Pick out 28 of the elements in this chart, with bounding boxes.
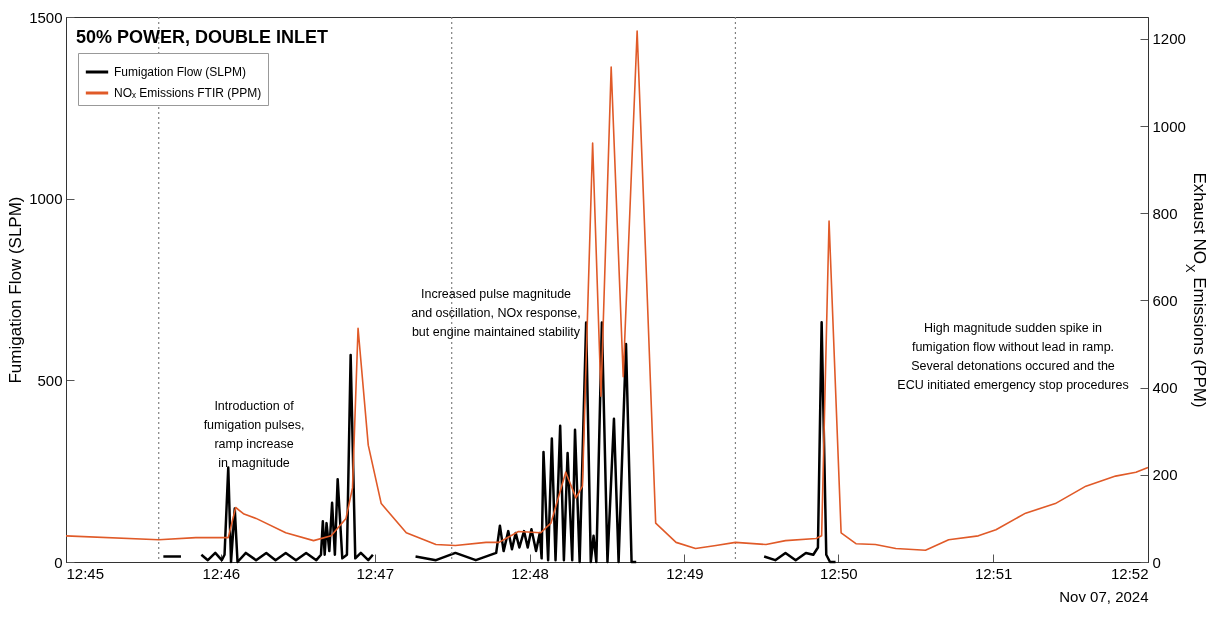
- y2-tick-label: 800: [1152, 204, 1178, 222]
- y2-tick-label: 1200: [1152, 30, 1186, 48]
- line-series: [65, 30, 1149, 552]
- x-tick-label: 12:52: [1110, 564, 1149, 582]
- y-tick-label: 1000: [29, 190, 63, 208]
- annotation: Introduction of fumigation pulses, ramp increase in magnitude: [203, 399, 305, 470]
- y-tick-label: 1500: [29, 8, 63, 26]
- annotation: High magnitude sudden spike in fumigation flow without lead in ramp. Several detonations occured and the ECU initiated emergency stop procedures: [897, 321, 1129, 392]
- annotation: Increased pulse magnitude and oscillation, NOx response, but engine maintained stability: [411, 287, 581, 339]
- y-tick-label: 500: [37, 371, 63, 389]
- y2-tick-label: 1000: [1152, 117, 1186, 135]
- y2-tick-label: 400: [1152, 379, 1178, 397]
- y2-tick-label: 200: [1152, 466, 1178, 484]
- y-tick-label: 0: [54, 553, 63, 571]
- x-tick-label: 12:51: [974, 564, 1013, 582]
- x-tick-label: 12:47: [356, 564, 395, 582]
- x-tick-label: 12:50: [820, 564, 858, 582]
- y-axis-title: Fumigation Flow (SLPM): [6, 196, 26, 384]
- text: 50% POWER, DOUBLE INLET: [76, 27, 329, 47]
- legend-label: NOₓ Emissions FTIR (PPM): [114, 86, 262, 100]
- y2-tick-label: 600: [1152, 291, 1178, 309]
- legend-label: Fumigation Flow (SLPM): [114, 65, 247, 79]
- y2-tick-label: 0: [1152, 553, 1161, 571]
- x-tick-label: 12:46: [202, 564, 241, 582]
- x-tick-label: 12:49: [666, 564, 704, 582]
- x-tick-label: 12:48: [511, 564, 549, 582]
- x-axis-title: Nov 07, 2024: [1059, 587, 1149, 605]
- x-tick-label: 12:45: [66, 564, 105, 582]
